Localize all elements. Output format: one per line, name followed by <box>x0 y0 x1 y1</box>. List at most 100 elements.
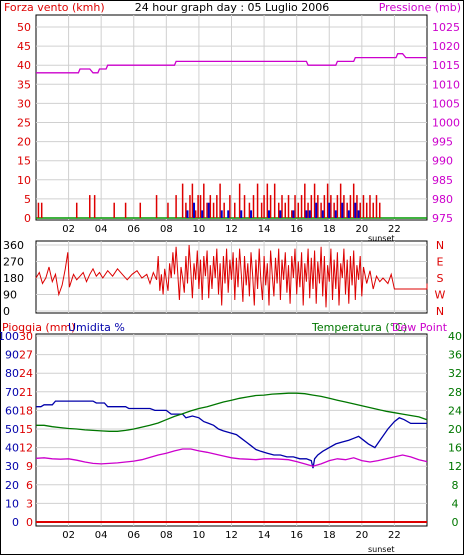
wind-bar <box>238 183 241 218</box>
rain-tick-label: 6 <box>26 479 33 492</box>
wind-bar <box>339 183 342 218</box>
hour-tick-label-bottom: 04 <box>95 530 108 541</box>
temperature-tick-label: 16 <box>448 442 462 455</box>
hour-tick-label-top: 18 <box>323 224 336 235</box>
hour-tick-label-bottom: 14 <box>258 530 271 541</box>
wind-bar <box>216 195 218 218</box>
hour-tick-label-top: 02 <box>62 224 75 235</box>
wind-bar <box>372 202 374 218</box>
pressure-tick-label: 1020 <box>432 40 460 53</box>
wind-axis-title: Forza vento (kmh) <box>4 1 105 14</box>
compass-label: W <box>435 289 446 302</box>
hour-tick-label-bottom: 16 <box>290 530 303 541</box>
wind-bar <box>269 195 272 218</box>
wind-gust-bar <box>308 210 311 218</box>
wind-gust-bar <box>250 210 253 218</box>
wind-bar <box>352 183 355 218</box>
wind-bar <box>234 202 236 218</box>
hour-tick-label-top: 12 <box>225 224 238 235</box>
hour-tick-label-bottom: 22 <box>388 530 401 541</box>
hour-tick-label-top: 16 <box>290 224 303 235</box>
hour-tick-label-top: 22 <box>388 224 401 235</box>
wind-bar <box>189 195 191 218</box>
rain-tick-label: 0 <box>26 516 33 529</box>
wind-gust-bar <box>305 210 308 218</box>
wind-bar <box>185 202 187 218</box>
wind-gust-bar <box>315 202 318 218</box>
pressure-tick-label: 1000 <box>432 117 460 130</box>
wind-gust-bar <box>341 202 344 218</box>
rain-tick-label: 27 <box>19 349 33 362</box>
rain-tick-label: 3 <box>26 497 33 510</box>
rain-tick-label: 21 <box>19 386 33 399</box>
wind-gust-bar <box>279 210 282 218</box>
temperature-tick-label: 28 <box>448 386 462 399</box>
pressure-tick-label: 1025 <box>432 21 460 34</box>
temperature-tick-label: 12 <box>448 460 462 473</box>
wind-gust-bar <box>267 210 270 218</box>
wind-bar <box>191 183 194 218</box>
humidity-tick-label: 50 <box>5 423 19 436</box>
wind-bar <box>194 210 197 218</box>
wind-bar <box>175 195 177 218</box>
hour-tick-label-bottom: 10 <box>193 530 206 541</box>
humidity-line <box>36 400 427 469</box>
humidity-tick-label: 100 <box>0 330 19 343</box>
humidity-tick-label: 80 <box>5 367 19 380</box>
wind-gust-bar <box>227 210 230 218</box>
wind-bar <box>320 202 322 218</box>
compass-label: N <box>436 239 444 252</box>
wind-bar <box>343 195 345 218</box>
wind-bar <box>37 202 40 218</box>
temperature-tick-label: 0 <box>452 516 459 529</box>
humidity-tick-label: 70 <box>5 386 19 399</box>
wind-bar <box>252 195 255 218</box>
wind-gust-bar <box>240 210 243 218</box>
temperature-tick-label: 40 <box>448 330 462 343</box>
wind-bar <box>349 195 352 218</box>
wind-tick-label: 30 <box>17 97 31 110</box>
wind-bar <box>326 183 329 218</box>
wind-bar <box>139 202 142 218</box>
compass-label: S <box>437 272 444 285</box>
direction-tick-label: 180 <box>3 272 24 285</box>
wind-tick-label: 45 <box>17 40 31 53</box>
wind-bar <box>323 195 326 218</box>
wind-bar <box>181 183 184 218</box>
wind-bar <box>310 195 313 218</box>
sunset-label-bottom: sunset <box>368 545 395 554</box>
pressure-tick-label: 995 <box>432 136 453 149</box>
hour-tick-label-top: 20 <box>355 224 368 235</box>
temperature-tick-label: 36 <box>448 349 462 362</box>
wind-bar <box>263 195 265 218</box>
wind-bar <box>266 183 269 218</box>
wind-gust-bar <box>220 210 223 218</box>
humidity-axis-title: Umidita % <box>68 321 125 334</box>
rain-tick-label: 15 <box>19 423 33 436</box>
wind-bar <box>155 195 158 218</box>
wind-bar <box>333 202 335 218</box>
wind-bar <box>203 183 205 218</box>
wind-bar <box>359 202 361 218</box>
wind-bar <box>248 202 251 218</box>
wind-bar <box>379 202 381 218</box>
wind-bar <box>212 202 215 218</box>
rain-axis-title: Pioggia (mm) <box>2 321 75 334</box>
pressure-line <box>36 53 427 74</box>
rain-tick-label: 30 <box>19 330 33 343</box>
compass-label: E <box>437 256 444 269</box>
direction-tick-label: 360 <box>3 239 24 252</box>
hour-tick-label-top: 10 <box>193 224 206 235</box>
hour-tick-label-bottom: 20 <box>355 530 368 541</box>
wind-bar <box>346 202 348 218</box>
hour-tick-label-bottom: 18 <box>323 530 336 541</box>
humidity-tick-label: 10 <box>5 497 19 510</box>
humidity-tick-label: 60 <box>5 404 19 417</box>
wind-bar <box>243 195 246 218</box>
wind-bar <box>197 195 199 218</box>
wind-gust-bar <box>328 202 331 218</box>
wind-bar <box>209 195 212 218</box>
wind-tick-label: 35 <box>17 78 31 91</box>
